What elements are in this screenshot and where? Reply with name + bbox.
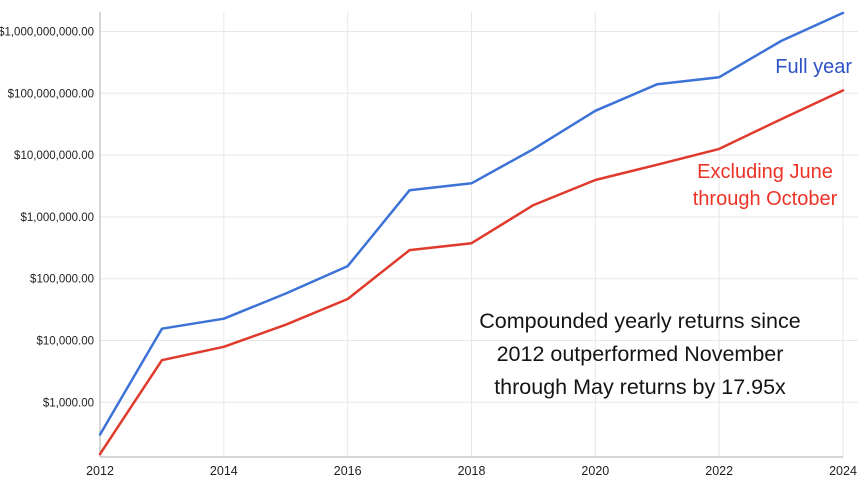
x-axis-tick-label: 2016 — [334, 464, 362, 478]
y-axis-tick-label: $10,000,000.00 — [14, 150, 94, 162]
y-axis-tick-label: $100,000,000.00 — [8, 88, 94, 100]
x-axis-tick-label: 2012 — [86, 464, 114, 478]
x-axis-tick-label: 2014 — [210, 464, 238, 478]
full-year-line — [98, 11, 845, 436]
series-label-excluding-june-through-october: Excluding June through October — [692, 161, 838, 210]
y-axis-tick-label: $100,000.00 — [30, 274, 94, 286]
y-axis-tick-label: $1,000,000,000.00 — [0, 26, 94, 38]
series-label-full-year: Full year — [775, 56, 852, 78]
excluding-june-through-october-line — [98, 89, 845, 456]
y-axis-tick-label: $1,000.00 — [43, 397, 94, 409]
x-axis-tick-label: 2024 — [829, 464, 857, 478]
y-axis-tick-label: $1,000,000.00 — [20, 212, 94, 224]
y-axis-tick-label: $10,000.00 — [36, 335, 94, 347]
chart-annotation: Compounded yearly returns since 2012 out… — [479, 309, 801, 399]
x-axis-tick-label: 2022 — [705, 464, 733, 478]
x-axis-tick-label: 2018 — [458, 464, 486, 478]
x-axis-tick-label: 2020 — [581, 464, 609, 478]
